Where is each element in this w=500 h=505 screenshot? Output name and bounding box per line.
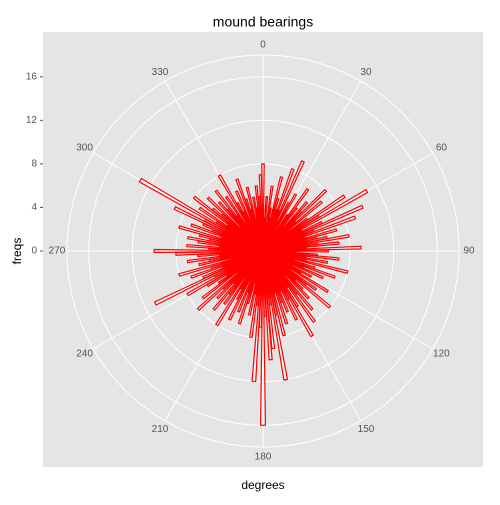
x-tick-label: 120 [433,349,450,360]
x-tick-label: 300 [76,143,93,154]
bar [262,194,346,252]
x-tick-label: 180 [255,452,272,463]
x-tick-label: 270 [49,246,66,257]
y-tick-label: 0 [31,246,37,257]
bar [186,250,264,297]
bar [262,250,276,350]
x-axis-label: degrees [241,478,284,492]
bar [262,250,273,361]
bar [261,163,265,252]
x-tick-label: 90 [463,246,475,257]
x-tick-label: 150 [358,424,375,435]
chart-title: mound bearings [213,14,313,30]
x-tick-label: 30 [360,67,372,78]
bar [190,250,264,279]
bar [153,250,264,306]
bar [262,215,357,252]
bar [153,248,264,254]
x-tick-label: 210 [152,424,169,435]
x-tick-label: 330 [152,67,169,78]
x-tick-label: 60 [436,143,448,154]
bar [262,241,340,252]
bar [262,233,350,252]
y-tick-label: 12 [26,115,38,126]
y-tick-label: 8 [31,159,37,170]
y-tick-label: 4 [31,202,37,213]
bar [262,245,362,252]
bar [175,250,264,256]
bar [262,228,338,252]
bar [259,250,267,426]
bar [262,250,289,325]
bar [262,188,369,252]
x-tick-label: 240 [76,349,93,360]
bar [217,174,264,252]
bar [262,250,315,338]
y-tick-label: 16 [26,71,38,82]
bar [258,174,264,252]
bar [262,249,329,253]
bar [262,250,289,381]
bar [262,250,286,337]
bar [178,250,264,277]
bar [235,178,264,252]
x-tick-label: 0 [260,40,266,51]
y-axis-label: freqs [10,238,24,265]
bar [186,250,264,264]
bar [262,204,364,252]
